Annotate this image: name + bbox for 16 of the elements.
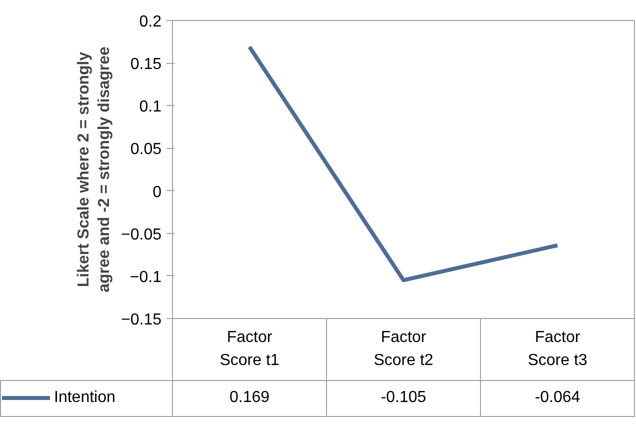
y-tick-label: −0.15 [121, 312, 162, 328]
y-tick-label: 0.2 [139, 14, 162, 30]
y-tick-label: 0 [152, 184, 162, 201]
x-tick-label: Factor Score t1 [172, 318, 326, 380]
y-tick-label: 0.05 [130, 141, 162, 158]
data-label: -0.105 [326, 380, 480, 416]
y-tick-label: 0.1 [139, 98, 162, 116]
x-tick-label: Factor Score t2 [326, 318, 480, 380]
data-label: 0.169 [172, 380, 326, 416]
x-tick-label: Factor Score t3 [480, 318, 634, 380]
data-label: -0.064 [480, 380, 634, 416]
legend-label: Intention [0, 380, 172, 416]
y-tick-label: −0.1 [130, 268, 162, 286]
y-tick-label: −0.05 [121, 226, 162, 244]
y-tick-label: 0.15 [130, 56, 162, 74]
y-axis-title: Likert Scale where 2 = strongly agree and -2 = strongly disagree [76, 46, 114, 292]
